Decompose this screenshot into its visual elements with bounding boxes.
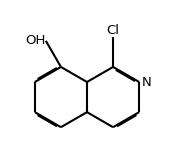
Text: OH: OH [25,34,46,47]
Text: Cl: Cl [107,24,120,37]
Text: N: N [142,76,151,88]
